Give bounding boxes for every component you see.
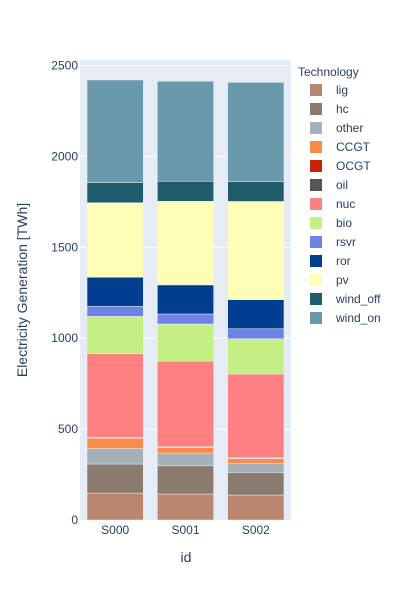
x-axis-title: id: [181, 549, 192, 565]
legend-item-nuc[interactable]: nuc: [310, 197, 355, 211]
bar-segment-bio-S002[interactable]: [227, 338, 285, 375]
bar-segment-ror-S002[interactable]: [227, 299, 285, 329]
legend-item-CCGT[interactable]: CCGT: [310, 140, 371, 154]
y-tick-label: 0: [71, 513, 78, 527]
legend-label: other: [336, 121, 363, 135]
x-tick-label: S001: [171, 523, 199, 537]
legend-swatch: [310, 293, 322, 305]
legend-label: pv: [336, 273, 349, 287]
legend-swatch: [310, 274, 322, 286]
bar-segment-wind_off-S002[interactable]: [227, 181, 285, 202]
bar-segment-rsvr-S001[interactable]: [157, 313, 214, 325]
y-axis-title: Electricity Generation [TWh]: [14, 203, 30, 377]
bar-segment-CCGT-S000[interactable]: [86, 437, 144, 449]
legend-item-pv[interactable]: pv: [310, 273, 349, 287]
bar-segment-other-S002[interactable]: [227, 463, 285, 473]
bar-segment-pv-S002[interactable]: [227, 201, 285, 300]
legend[interactable]: Technology lig hc other CCGT OCGT oil nuc bio rs…: [298, 65, 381, 325]
bar-segment-hc-S001[interactable]: [157, 465, 214, 495]
legend-item-bio[interactable]: bio: [310, 216, 352, 230]
bar-segment-pv-S000[interactable]: [86, 202, 144, 278]
legend-swatch: [310, 179, 322, 191]
legend-swatch: [310, 122, 322, 134]
legend-label: wind_off: [335, 292, 381, 306]
legend-label: nuc: [336, 197, 355, 211]
bar-segment-other-S001[interactable]: [157, 452, 214, 467]
y-tick-label: 2000: [51, 149, 78, 163]
legend-label: CCGT: [336, 140, 371, 154]
legend-item-wind_off[interactable]: wind_off: [310, 292, 381, 306]
bar-segment-bio-S001[interactable]: [157, 323, 214, 362]
legend-swatch: [310, 160, 322, 172]
legend-label: wind_on: [335, 311, 381, 325]
y-tick-label: 500: [58, 422, 78, 436]
y-tick-label: 2500: [51, 58, 78, 72]
bar-segment-nuc-S001[interactable]: [157, 361, 214, 447]
bar-segment-nuc-S002[interactable]: [227, 373, 285, 459]
legend-swatch: [310, 312, 322, 324]
y-tick-label: 1500: [51, 240, 78, 254]
bar-segment-rsvr-S002[interactable]: [227, 328, 285, 339]
legend-label: bio: [336, 216, 352, 230]
bar-segment-hc-S000[interactable]: [86, 463, 144, 494]
legend-label: lig: [336, 83, 348, 97]
bar-segment-ror-S001[interactable]: [157, 284, 214, 315]
bar-segment-wind_on-S001[interactable]: [157, 81, 214, 182]
legend-item-OCGT[interactable]: OCGT: [310, 159, 371, 173]
legend-item-hc[interactable]: hc: [310, 102, 349, 116]
legend-item-rsvr[interactable]: rsvr: [310, 235, 356, 249]
bar-segment-lig-S000[interactable]: [86, 492, 144, 521]
legend-item-oil[interactable]: oil: [310, 178, 348, 192]
legend-swatch: [310, 84, 322, 96]
legend-label: rsvr: [336, 235, 356, 249]
bar-segment-ror-S000[interactable]: [86, 277, 144, 307]
bar-segment-wind_on-S000[interactable]: [86, 79, 144, 183]
legend-swatch: [310, 217, 322, 229]
bar-segment-CCGT-S002[interactable]: [227, 458, 285, 464]
x-tick-label: S002: [242, 523, 270, 537]
legend-item-wind_on[interactable]: wind_on: [310, 311, 381, 325]
legend-swatch: [310, 141, 322, 153]
legend-item-ror[interactable]: ror: [310, 254, 351, 268]
legend-label: oil: [336, 178, 348, 192]
y-tick-labels: 0 500 1000 1500 2000 2500: [51, 58, 78, 527]
x-tick-labels: S000 S001 S002: [101, 523, 270, 537]
legend-label: ror: [336, 254, 351, 268]
bar-segment-lig-S001[interactable]: [157, 493, 214, 521]
legend-title: Technology: [298, 65, 359, 79]
x-tick-label: S000: [101, 523, 129, 537]
legend-swatch: [310, 103, 322, 115]
legend-swatch: [310, 236, 322, 248]
bar-segment-wind_on-S002[interactable]: [227, 82, 285, 182]
bar-segment-CCGT-S001[interactable]: [157, 447, 214, 454]
bar-segment-nuc-S000[interactable]: [86, 353, 144, 438]
bar-segment-pv-S001[interactable]: [157, 201, 214, 286]
legend-item-other[interactable]: other: [310, 121, 363, 135]
legend-swatch: [310, 198, 322, 210]
bar-segment-lig-S002[interactable]: [227, 494, 285, 521]
bar-segment-rsvr-S000[interactable]: [86, 306, 144, 317]
bar-segment-other-S000[interactable]: [86, 448, 144, 465]
bar-segment-bio-S000[interactable]: [86, 316, 144, 354]
bar-stacks: [86, 79, 285, 521]
bar-segment-wind_off-S000[interactable]: [86, 182, 144, 203]
legend-swatch: [310, 255, 322, 267]
legend-label: OCGT: [336, 159, 371, 173]
bar-segment-hc-S002[interactable]: [227, 472, 285, 496]
bar-segment-wind_off-S001[interactable]: [157, 181, 214, 202]
legend-item-lig[interactable]: lig: [310, 83, 348, 97]
y-tick-label: 1000: [51, 331, 78, 345]
legend-label: hc: [336, 102, 349, 116]
